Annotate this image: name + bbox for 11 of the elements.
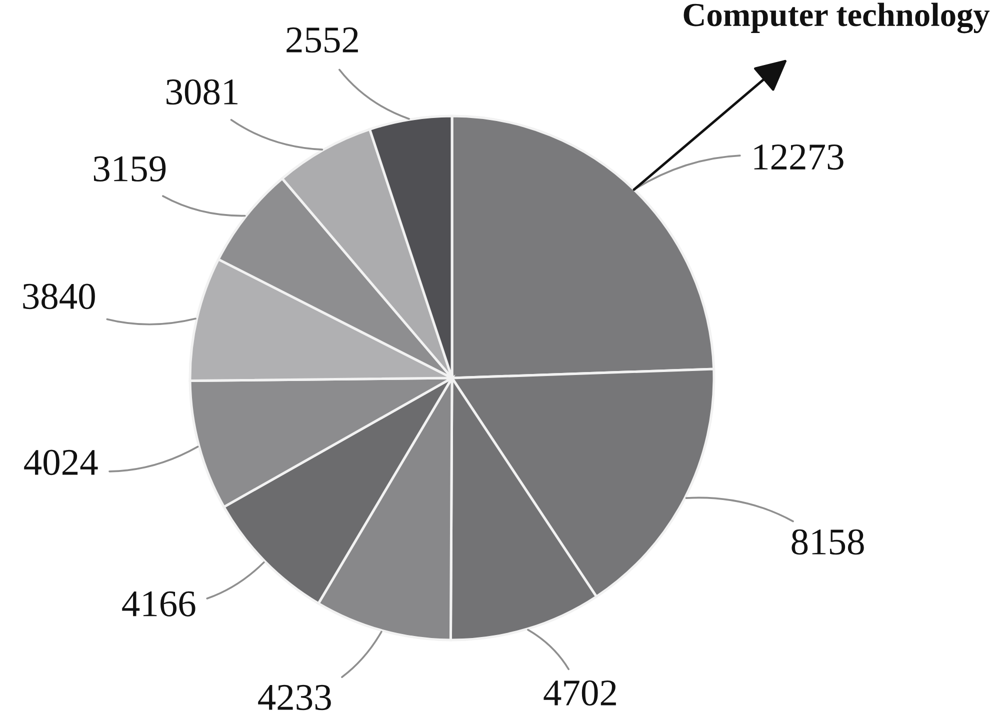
data-label: 4024 (24, 450, 98, 476)
data-label: 4166 (122, 591, 196, 617)
data-label: 3081 (166, 79, 238, 105)
data-label: 8158 (792, 529, 864, 555)
data-label: 4233 (258, 684, 331, 710)
slice-label: Computer technology (684, 2, 990, 34)
data-label: 12273 (754, 144, 844, 170)
data-label: 3159 (94, 156, 166, 182)
data-label: 4702 (544, 680, 616, 706)
data-label: 3840 (23, 284, 95, 310)
data-label: 2552 (286, 27, 358, 53)
